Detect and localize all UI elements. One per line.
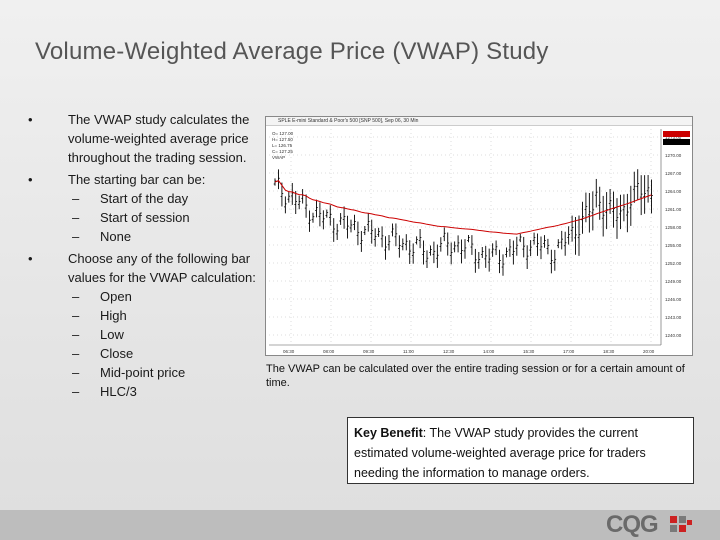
chart-y-tick: 1261.00 (665, 207, 682, 212)
chart-legend-line: O= 127.00 (272, 131, 294, 136)
dash-glyph: – (72, 384, 80, 399)
bullet-glyph: • (28, 172, 33, 187)
sub-bullet: – None (28, 227, 258, 246)
chart-legend-line: C= 127.25 (272, 149, 293, 154)
chart-price-tag (663, 131, 690, 137)
key-benefit-box: Key Benefit: The VWAP study provides the… (347, 417, 694, 484)
chart-x-tick: 15:30 (523, 349, 535, 354)
chart-titlebar: SPLE E-mini Standard & Poor's 500 [SNP 5… (266, 117, 692, 126)
chart-y-tick: 1249.00 (665, 279, 682, 284)
dash-glyph: – (72, 346, 80, 361)
sub-bullet-text: Start of session (100, 210, 190, 225)
chart-legend-line: H= 127.50 (272, 137, 293, 142)
sub-bullet: – Low (28, 325, 258, 344)
vwap-line (274, 179, 652, 235)
bullet-item: • Choose any of the following bar values… (28, 249, 258, 287)
chart-x-tick: 06:30 (283, 349, 295, 354)
bullet-item: • The VWAP study calculates the volume-w… (28, 110, 258, 167)
chart-y-tick: 1246.00 (665, 297, 682, 302)
chart-legend-line: VWAP (272, 155, 285, 160)
chart-x-tick: 20:00 (643, 349, 655, 354)
dash-glyph: – (72, 229, 80, 244)
cqg-logo: CQG (606, 511, 659, 538)
chart-x-tick: 09:30 (363, 349, 375, 354)
sub-bullet: – Start of session (28, 208, 258, 227)
chart-y-tick: 1252.00 (665, 261, 682, 266)
chart-x-tick: 11:00 (403, 349, 414, 354)
sub-bullet-text: None (100, 229, 132, 244)
key-benefit-label: Key Benefit (354, 426, 423, 440)
sub-bullet: – HLC/3 (28, 382, 258, 401)
chart-x-tick: 12:30 (443, 349, 455, 354)
cqg-logo-mark-icon (670, 516, 692, 532)
footer-bar (0, 510, 720, 540)
dash-glyph: – (72, 289, 80, 304)
bullet-text: Choose any of the following bar values f… (68, 251, 256, 285)
dash-glyph: – (72, 308, 80, 323)
sub-bullet-text: Open (100, 289, 132, 304)
sub-bullet-text: High (100, 308, 127, 323)
bullet-item: • The starting bar can be: (28, 170, 258, 189)
bullet-list: • The VWAP study calculates the volume-w… (28, 110, 258, 401)
dash-glyph: – (72, 191, 80, 206)
sub-bullet-text: Start of the day (100, 191, 189, 206)
sub-bullet: – High (28, 306, 258, 325)
chart-y-tick: 1264.00 (665, 189, 682, 194)
sub-bullet-text: HLC/3 (100, 384, 137, 399)
chart-y-tick: 1273.00 (665, 135, 682, 140)
chart-x-tick: 17:00 (563, 349, 575, 354)
bullet-glyph: • (28, 112, 33, 127)
vwap-chart-screenshot: SPLE E-mini Standard & Poor's 500 [SNP 5… (265, 116, 693, 356)
dash-glyph: – (72, 365, 80, 380)
sub-bullet: – Open (28, 287, 258, 306)
slide-title: Volume-Weighted Average Price (VWAP) Stu… (35, 38, 549, 65)
chart-y-tick: 1243.00 (665, 315, 682, 320)
sub-bullet-text: Mid-point price (100, 365, 186, 380)
bullet-glyph: • (28, 251, 33, 266)
chart-y-tick: 1240.00 (665, 333, 682, 338)
chart-y-tick: 1258.00 (665, 225, 682, 230)
sub-bullet: – Mid-point price (28, 363, 258, 382)
sub-bullet: – Close (28, 344, 258, 363)
dash-glyph: – (72, 210, 80, 225)
chart-caption: The VWAP can be calculated over the enti… (266, 363, 685, 389)
sub-bullet-text: Close (100, 346, 134, 361)
chart-y-tick: 1255.00 (665, 243, 682, 248)
bullet-text: The VWAP study calculates the volume-wei… (68, 112, 250, 165)
dash-glyph: – (72, 327, 80, 342)
sub-bullet: – Start of the day (28, 189, 258, 208)
chart-y-tick: 1267.00 (665, 171, 682, 176)
sub-bullet-text: Low (100, 327, 124, 342)
chart-price-tag (663, 139, 690, 145)
key-benefit-text: : The VWAP study provides the current es… (354, 426, 646, 480)
chart-y-tick: 1270.00 (665, 153, 682, 158)
chart-x-tick: 08:00 (323, 349, 335, 354)
bullet-text: The starting bar can be: (68, 172, 206, 187)
chart-canvas: O= 127.00H= 127.50L= 126.75C= 127.25VWAP… (269, 129, 690, 354)
chart-x-tick: 14:00 (483, 349, 495, 354)
chart-legend-line: L= 126.75 (272, 143, 293, 148)
chart-x-tick: 18:30 (603, 349, 615, 354)
